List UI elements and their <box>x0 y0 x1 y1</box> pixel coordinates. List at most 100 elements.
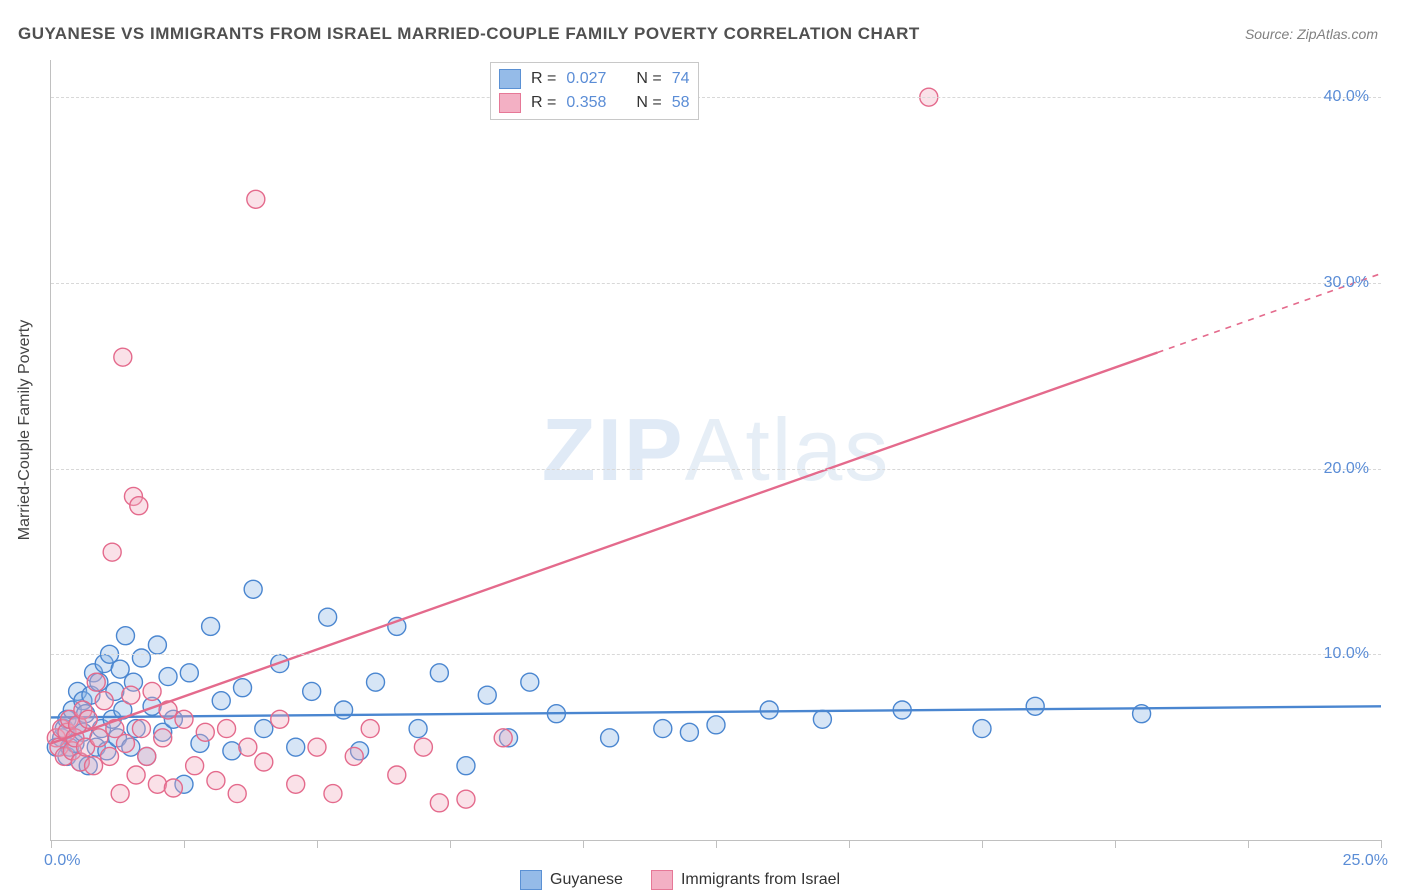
gridline-h <box>51 97 1381 98</box>
scatter-point-israel <box>255 753 273 771</box>
scatter-point-guyanese <box>287 738 305 756</box>
scatter-point-israel <box>228 785 246 803</box>
stats-row-1: R = 0.358 N = 58 <box>499 91 690 115</box>
gridline-h <box>51 283 1381 284</box>
ytick-label: 30.0% <box>1324 274 1369 292</box>
scatter-point-guyanese <box>180 664 198 682</box>
scatter-point-israel <box>143 682 161 700</box>
scatter-point-guyanese <box>303 682 321 700</box>
scatter-point-guyanese <box>457 757 475 775</box>
scatter-point-israel <box>116 734 134 752</box>
scatter-point-israel <box>130 497 148 515</box>
scatter-point-israel <box>247 190 265 208</box>
xtick <box>1115 840 1116 848</box>
ytick-label: 40.0% <box>1324 88 1369 106</box>
scatter-point-guyanese <box>212 692 230 710</box>
source-label: Source: ZipAtlas.com <box>1245 26 1378 42</box>
swatch-1 <box>499 93 521 113</box>
scatter-point-israel <box>127 766 145 784</box>
xtick <box>450 840 451 848</box>
scatter-point-israel <box>196 723 214 741</box>
trend-line-israel <box>51 353 1158 744</box>
scatter-point-israel <box>103 543 121 561</box>
scatter-point-israel <box>87 673 105 691</box>
scatter-point-israel <box>207 772 225 790</box>
scatter-point-israel <box>494 729 512 747</box>
scatter-point-israel <box>218 720 236 738</box>
scatter-point-israel <box>154 729 172 747</box>
scatter-point-guyanese <box>813 710 831 728</box>
xtick <box>1381 840 1382 848</box>
xtick <box>1248 840 1249 848</box>
scatter-point-israel <box>414 738 432 756</box>
plot-svg <box>51 60 1381 840</box>
stats-row-0: R = 0.027 N = 74 <box>499 67 690 91</box>
scatter-point-guyanese <box>707 716 725 734</box>
scatter-point-israel <box>148 775 166 793</box>
r-label: R = <box>531 94 556 112</box>
scatter-point-guyanese <box>601 729 619 747</box>
swatch-0 <box>499 69 521 89</box>
scatter-point-israel <box>95 692 113 710</box>
legend-label-0: Guyanese <box>550 871 623 889</box>
scatter-point-guyanese <box>223 742 241 760</box>
scatter-point-israel <box>361 720 379 738</box>
scatter-point-israel <box>111 785 129 803</box>
xtick <box>583 840 584 848</box>
scatter-point-guyanese <box>430 664 448 682</box>
y-axis-label: Married-Couple Family Poverty <box>16 320 34 541</box>
scatter-point-guyanese <box>478 686 496 704</box>
scatter-point-israel <box>308 738 326 756</box>
chart-title: GUYANESE VS IMMIGRANTS FROM ISRAEL MARRI… <box>18 24 920 44</box>
scatter-point-israel <box>90 729 108 747</box>
scatter-point-guyanese <box>148 636 166 654</box>
scatter-point-guyanese <box>521 673 539 691</box>
ytick-label: 20.0% <box>1324 460 1369 478</box>
scatter-point-guyanese <box>159 668 177 686</box>
scatter-point-israel <box>132 720 150 738</box>
legend-item-1: Immigrants from Israel <box>651 870 840 890</box>
scatter-point-guyanese <box>116 627 134 645</box>
n-value-1: 58 <box>672 94 690 112</box>
scatter-point-israel <box>175 710 193 728</box>
gridline-h <box>51 654 1381 655</box>
legend-label-1: Immigrants from Israel <box>681 871 840 889</box>
r-value-0: 0.027 <box>566 70 606 88</box>
scatter-point-israel <box>324 785 342 803</box>
bottom-legend: Guyanese Immigrants from Israel <box>520 870 840 890</box>
scatter-point-israel <box>345 747 363 765</box>
scatter-point-israel <box>85 757 103 775</box>
scatter-point-guyanese <box>335 701 353 719</box>
scatter-point-israel <box>388 766 406 784</box>
scatter-point-israel <box>186 757 204 775</box>
scatter-point-guyanese <box>680 723 698 741</box>
scatter-point-guyanese <box>202 617 220 635</box>
legend-swatch-0 <box>520 870 542 890</box>
scatter-point-israel <box>122 686 140 704</box>
r-value-1: 0.358 <box>566 94 606 112</box>
plot-area: ZIPAtlas 10.0%20.0%30.0%40.0% <box>50 60 1381 841</box>
scatter-point-guyanese <box>973 720 991 738</box>
n-label: N = <box>636 94 661 112</box>
ytick-label: 10.0% <box>1324 645 1369 663</box>
xtick-label-25: 25.0% <box>1343 852 1388 870</box>
r-label: R = <box>531 70 556 88</box>
scatter-point-guyanese <box>234 679 252 697</box>
scatter-point-guyanese <box>1026 697 1044 715</box>
scatter-point-israel <box>138 747 156 765</box>
scatter-point-israel <box>79 710 97 728</box>
legend-swatch-1 <box>651 870 673 890</box>
scatter-point-guyanese <box>760 701 778 719</box>
scatter-point-guyanese <box>319 608 337 626</box>
n-label: N = <box>636 70 661 88</box>
xtick-label-0: 0.0% <box>44 852 80 870</box>
xtick <box>184 840 185 848</box>
scatter-point-guyanese <box>132 649 150 667</box>
scatter-point-israel <box>287 775 305 793</box>
scatter-point-israel <box>164 779 182 797</box>
n-value-0: 74 <box>672 70 690 88</box>
scatter-point-guyanese <box>244 580 262 598</box>
scatter-point-israel <box>271 710 289 728</box>
scatter-point-israel <box>101 747 119 765</box>
scatter-point-guyanese <box>367 673 385 691</box>
